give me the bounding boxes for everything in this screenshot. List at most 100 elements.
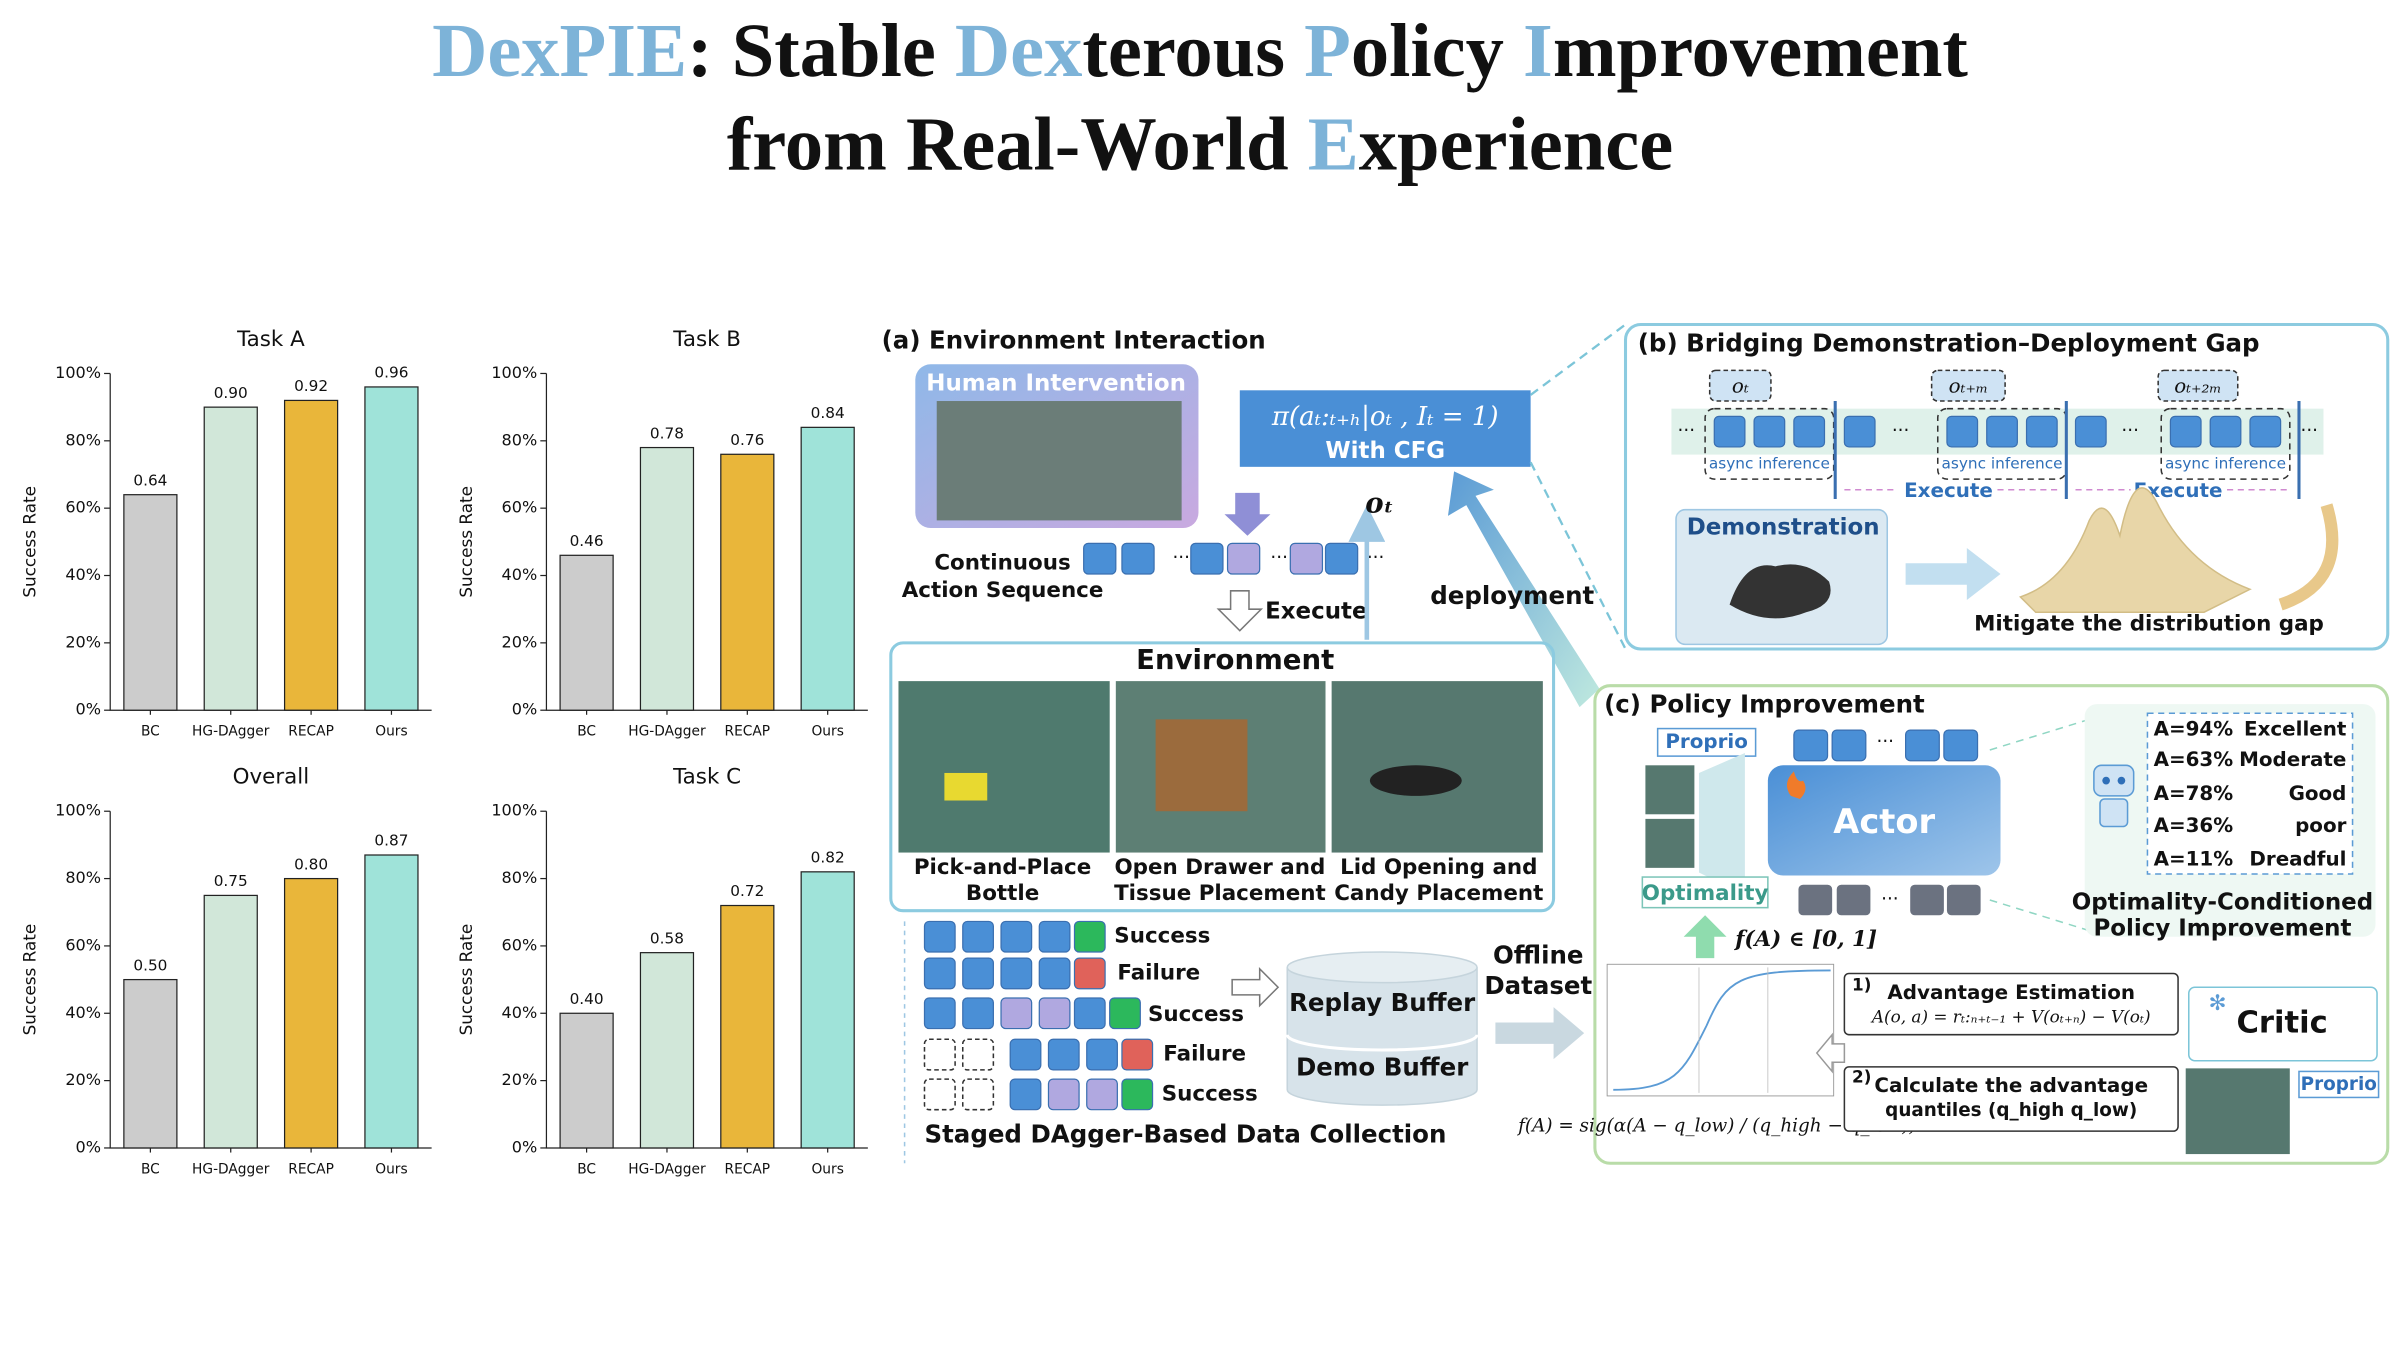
x-tick-label: RECAP (725, 724, 771, 740)
y-tick-label: 40% (65, 1003, 101, 1022)
bar (559, 1012, 614, 1149)
value-label: 0.78 (650, 424, 684, 442)
value-label: 0.46 (570, 532, 604, 550)
projection (1698, 753, 1745, 896)
value-label: 0.40 (570, 990, 604, 1008)
title-segment: xperience (1359, 101, 1673, 186)
photo-detail (1155, 719, 1248, 812)
step-box (1843, 1066, 2179, 1132)
bar (639, 952, 695, 1149)
outcome-label: Failure (1117, 960, 1200, 985)
caption: Policy Improvement (2093, 916, 2351, 942)
step-title: Advantage Estimation (1887, 981, 2135, 1004)
arrow (1216, 590, 1264, 632)
value-label: 0.96 (374, 364, 408, 382)
level-name: Dreadful (2249, 848, 2346, 871)
actor-label: Actor (1833, 802, 1935, 841)
charts: Task A Success Rate 0% 20% 40% 60% 80% 100% 0.64… (20, 327, 868, 1177)
execute-label: Execute (1265, 599, 1367, 625)
proprio-label: Proprio (1665, 730, 1748, 753)
level-value: A=63% (2154, 748, 2234, 771)
photo-detail (1729, 564, 1831, 619)
y-tick-label: 0% (76, 700, 101, 719)
level-value: A=36% (2154, 814, 2234, 837)
y-tick-label: 20% (65, 1070, 101, 1089)
y-tick-label: 40% (65, 565, 101, 584)
photo (2185, 1068, 2290, 1155)
proprio-box (2298, 1070, 2380, 1099)
y-tick-label: 80% (502, 868, 538, 887)
y-tick-label: 100% (55, 363, 101, 382)
y-tick-label: 60% (502, 935, 538, 954)
x-tick-label: RECAP (288, 1161, 334, 1177)
y-tick-label: 80% (65, 868, 101, 887)
arrow (1905, 547, 2001, 600)
inference-label: async inference (2165, 454, 2286, 472)
dataset-label: Offline (1493, 941, 1584, 970)
photo (936, 401, 1182, 521)
proprio-label: Proprio (2301, 1074, 2377, 1095)
chart-title: Task C (672, 765, 741, 790)
title-segment: I (1523, 8, 1553, 93)
x-tick-label: Ours (811, 1161, 843, 1177)
observation: oₜ (1365, 488, 1394, 520)
sequence-label: Action Sequence (902, 578, 1104, 603)
x-tick-label: RECAP (725, 1161, 771, 1177)
deployment-label: deployment (1430, 581, 1594, 610)
buffer-label: Replay Buffer (1289, 988, 1475, 1017)
observation: oₜ (1732, 375, 1749, 398)
execute-label: Execute (1904, 479, 1993, 502)
title-segment: E (1308, 101, 1359, 186)
y-axis-label: Success Rate (20, 486, 40, 598)
photo-detail (1369, 765, 1462, 796)
connector (1529, 323, 1627, 650)
inference-label: async inference (1942, 454, 2063, 472)
bar (639, 446, 695, 711)
task-caption: Pick-and-Place (914, 855, 1091, 880)
x-tick-label: RECAP (288, 724, 334, 740)
policy-note: With CFG (1325, 438, 1445, 464)
robot-icon (2093, 764, 2135, 828)
photo (1645, 765, 1695, 815)
panel-b: (b) Bridging Demonstration–Deployment Ga… (1529, 322, 2390, 651)
arrow (1683, 915, 1727, 959)
observation: oₜ₊ₘ (1949, 375, 1989, 398)
step-title: Calculate the advantage (1874, 1074, 2148, 1097)
title-line: from Real-World Experience (727, 101, 1673, 186)
connector (1989, 718, 2090, 932)
bar (800, 871, 855, 1149)
value-label: 0.50 (133, 956, 167, 974)
y-tick-label: 100% (491, 363, 537, 382)
snowflake-icon: ✻ (2209, 991, 2227, 1016)
y-tick-label: 0% (512, 1137, 537, 1156)
dataset-label: Dataset (1484, 971, 1592, 1000)
actor-tokens: ··· ··· (1793, 729, 1981, 916)
value-label: 0.75 (214, 872, 248, 890)
x-tick-label: Ours (375, 724, 407, 740)
outcome-label: Failure (1163, 1042, 1246, 1067)
chart-title: Overall (233, 765, 310, 790)
title-segment: : Stable (687, 8, 955, 93)
x-tick-label: BC (577, 724, 596, 740)
x-tick-label: Ours (375, 1161, 407, 1177)
bar (203, 406, 258, 711)
panel-c: (c) Policy Improvement Proprio ··· ··· A… (1516, 684, 2390, 1165)
caption: Optimality-Conditioned (2072, 890, 2373, 916)
level-name: poor (2295, 814, 2347, 837)
svg-text:···: ··· (1367, 548, 1385, 569)
optimality-box (1641, 876, 1769, 909)
flame-icon (1786, 771, 1806, 799)
y-tick-label: 80% (502, 430, 538, 449)
deploy-arrow (1447, 471, 1600, 708)
value-label: 0.90 (214, 384, 248, 402)
arrow (1231, 967, 1280, 1008)
value-label: 0.82 (811, 849, 845, 867)
level-name: Excellent (2244, 718, 2347, 741)
sequence-label: Continuous (934, 550, 1070, 575)
timeline-tokens: ··· ··· ··· ··· (1678, 369, 2318, 499)
range-label: f(A) ∈ [0, 1] (1733, 927, 1877, 952)
title-segment: olicy (1351, 8, 1523, 93)
value-label: 0.64 (133, 471, 167, 489)
action-tokens: ··· ··· ··· (1083, 542, 1385, 575)
photo-detail (944, 772, 988, 801)
